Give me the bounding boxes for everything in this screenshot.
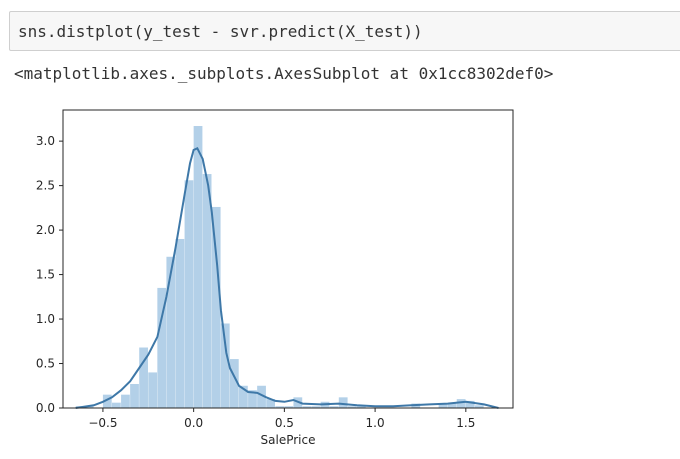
histogram-bar: [438, 404, 448, 408]
histogram-bar: [139, 347, 148, 408]
cell-output-text: <matplotlib.axes._subplots.AxesSubplot a…: [14, 64, 554, 83]
histogram-bar: [220, 323, 230, 408]
x-tick-label: 0.5: [275, 416, 294, 430]
y-tick-label: 2.5: [36, 179, 55, 193]
x-tick-label: 1.5: [456, 416, 475, 430]
histogram-bar: [202, 174, 212, 408]
histogram-bar: [193, 126, 203, 409]
code-cell-input[interactable]: sns.distplot(y_test - svr.predict(X_test…: [9, 11, 680, 51]
histogram-bar: [211, 206, 221, 408]
histogram-bar: [257, 385, 266, 408]
kde-line: [75, 146, 499, 409]
y-tick-label: 0.5: [36, 357, 55, 371]
y-tick-label: 3.0: [36, 134, 55, 148]
histogram-bar: [175, 238, 185, 408]
histogram-bar: [447, 403, 457, 408]
histogram-bar: [157, 287, 167, 408]
histogram-bar: [266, 399, 275, 408]
histogram-bar: [166, 256, 176, 408]
y-tick-label: 0.0: [36, 401, 55, 415]
histogram-bar: [465, 400, 475, 408]
histogram-bar: [302, 406, 312, 408]
histogram-bar: [311, 406, 321, 408]
histogram-bar: [130, 383, 139, 408]
y-tick-label: 1.0: [36, 312, 55, 326]
x-axis-label: SalePrice: [261, 433, 316, 447]
histogram-bar: [239, 385, 248, 408]
histogram-bar: [248, 390, 257, 408]
histogram-bar: [111, 402, 121, 408]
histogram-bar: [284, 406, 294, 408]
histogram-bar: [121, 394, 130, 408]
x-axis-ticks: −0.5 0.0 0.5 1.0 1.5: [88, 408, 475, 430]
histogram-bar: [229, 359, 239, 408]
y-tick-label: 2.0: [36, 223, 55, 237]
histogram-bar: [184, 180, 194, 408]
code-line: sns.distplot(y_test - svr.predict(X_test…: [18, 22, 423, 41]
histogram-bar: [148, 372, 158, 408]
histogram-bar: [84, 406, 94, 408]
x-tick-label: −0.5: [88, 416, 117, 430]
histogram-bar: [329, 406, 339, 408]
histogram-bar: [338, 397, 348, 408]
y-tick-label: 1.5: [36, 268, 55, 282]
axes-frame: [62, 109, 514, 409]
histogram-bar: [474, 405, 484, 408]
histogram-bar: [456, 399, 466, 408]
histogram-bar: [102, 394, 112, 408]
histogram-bar: [275, 406, 285, 408]
histogram-bar: [356, 406, 366, 408]
x-tick-label: 1.0: [366, 416, 385, 430]
y-axis-ticks: 0.0 0.5 1.0 1.5 2.0 2.5 3.0: [36, 134, 63, 415]
histogram-bars: [75, 126, 484, 409]
x-tick-label: 0.0: [184, 416, 203, 430]
histogram-bar: [347, 406, 357, 408]
